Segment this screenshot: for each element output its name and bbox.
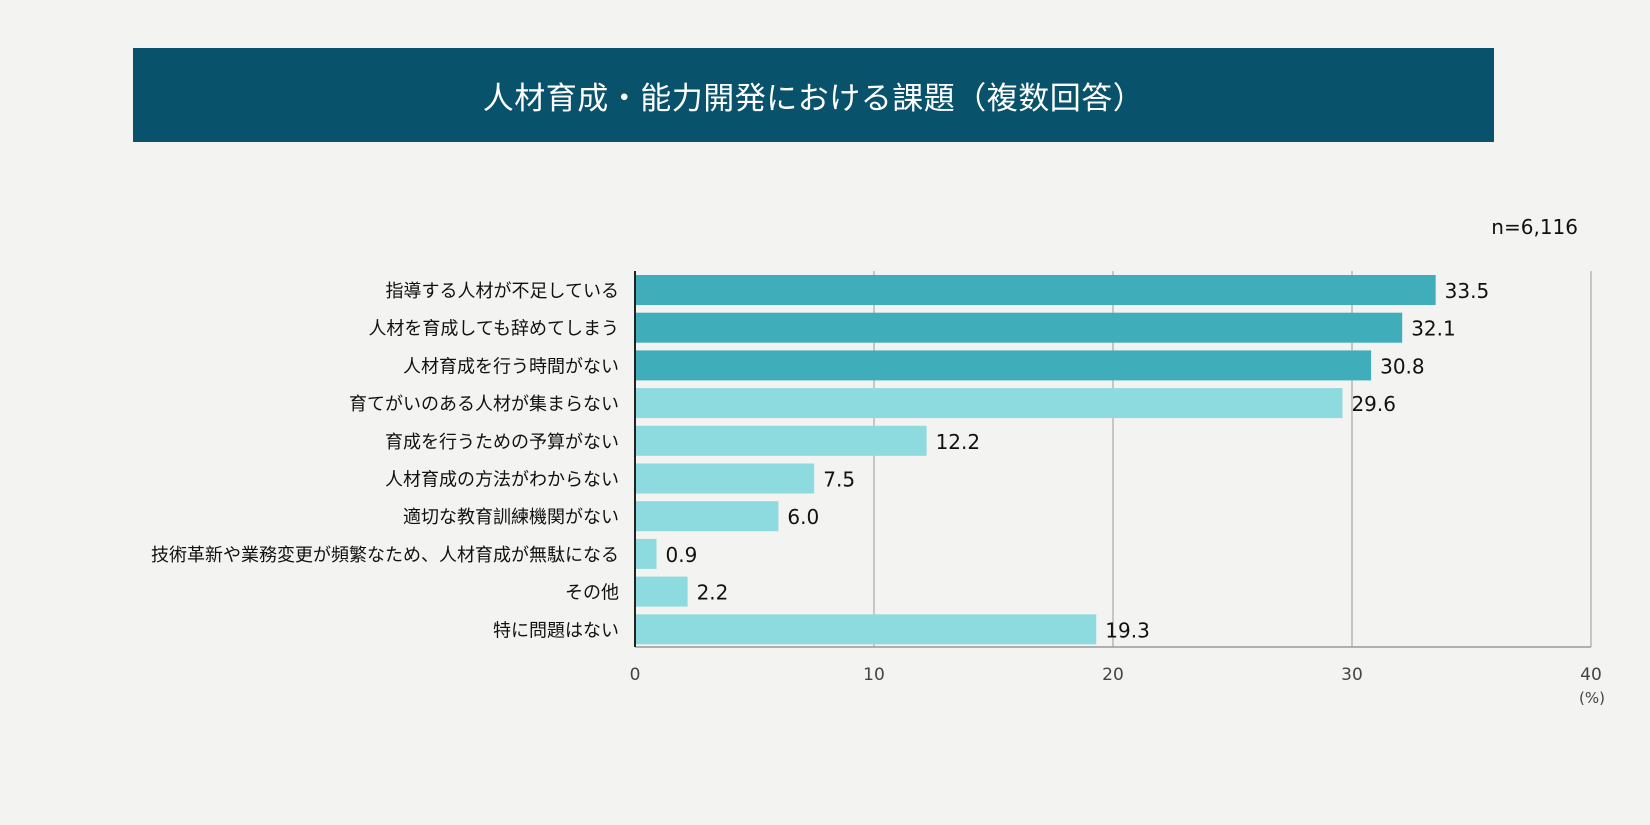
bar (635, 350, 1372, 381)
bar (635, 388, 1343, 419)
category-label: 人材を育成しても辞めてしまう (368, 319, 619, 340)
category-label: 人材育成の方法がわからない (385, 470, 619, 491)
sample-size: n=6,116 (1491, 215, 1578, 239)
category-label: 育てがいのある人材が集まらない (349, 394, 619, 415)
bar (635, 614, 1097, 645)
category-label: 技術革新や業務変更が頻繁なため、人材育成が無駄になる (151, 545, 619, 566)
category-label: 指導する人材が不足している (386, 281, 619, 302)
data-label: 7.5 (823, 468, 855, 492)
unit-label: (%) (1579, 689, 1605, 707)
x-tick-label: 40 (1580, 665, 1602, 685)
data-label: 19.3 (1105, 618, 1150, 642)
x-tick-label: 30 (1341, 665, 1363, 685)
bar (635, 463, 815, 494)
data-label: 30.8 (1380, 354, 1425, 378)
category-label: その他 (565, 583, 619, 604)
bar (635, 501, 779, 532)
data-label: 2.2 (697, 581, 729, 605)
bar (635, 538, 657, 569)
data-label: 29.6 (1351, 392, 1396, 416)
category-label: 特に問題はない (493, 620, 619, 641)
bar (635, 275, 1436, 305)
category-label: 適切な教育訓練機関がない (403, 507, 619, 528)
data-label: 0.9 (666, 543, 698, 567)
data-label: 6.0 (787, 505, 819, 529)
data-label: 12.2 (936, 430, 981, 454)
data-label: 32.1 (1411, 317, 1456, 341)
x-tick-label: 10 (863, 665, 885, 685)
data-label: 33.5 (1445, 279, 1490, 303)
category-label: 育成を行うための予算がない (385, 432, 619, 453)
chart-title: 人材育成・能力開発における課題（複数回答） (482, 80, 1145, 117)
bar (635, 576, 688, 607)
category-label: 人材育成を行う時間がない (403, 356, 619, 377)
x-tick-label: 0 (630, 665, 641, 685)
chart-title-bar: 人材育成・能力開発における課題（複数回答） (133, 48, 1494, 142)
bar (635, 425, 927, 456)
bar (635, 312, 1403, 343)
x-tick-label: 20 (1102, 665, 1124, 685)
